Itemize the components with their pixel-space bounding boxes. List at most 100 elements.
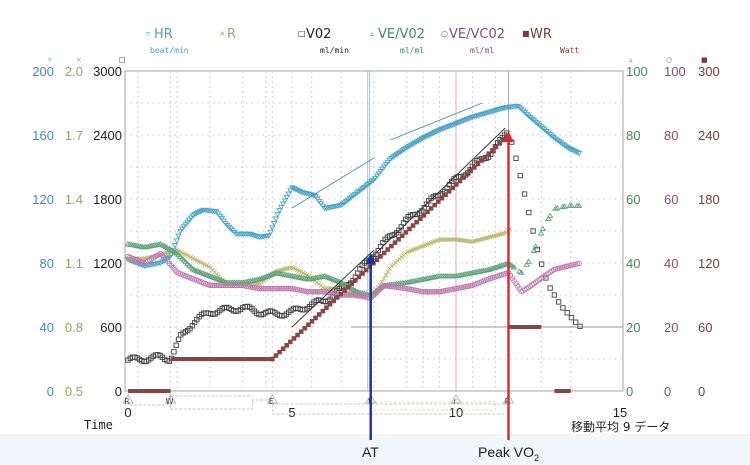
vo2-tick: 1200 (93, 256, 122, 271)
hr-tick: 160 (32, 128, 54, 143)
vevo2-tick: 100 (626, 64, 648, 79)
r-tick: 1.7 (65, 128, 83, 143)
legend-label: VE/V02 (378, 27, 425, 42)
phase-marker-icon (164, 394, 177, 404)
wr-tick: 300 (698, 64, 720, 79)
legend-label: HR (154, 27, 173, 42)
bottom-band (0, 434, 750, 465)
vo2-tick: 0 (115, 384, 122, 399)
phase-bracket (271, 400, 506, 415)
series-hr (124, 103, 583, 269)
hr-tick: 200 (32, 64, 54, 79)
legend-label: R (227, 27, 236, 42)
legend-item-wr: ■ WR Watt (522, 27, 579, 55)
hr-fit-line-2 (390, 102, 483, 141)
vo2-tick: 3000 (93, 64, 122, 79)
peak-vo2-label-sub: 2 (534, 452, 540, 463)
legend-unit: ml/ml (400, 46, 424, 55)
hr-tick: 80 (40, 256, 54, 271)
wr-tick: 60 (698, 320, 712, 335)
legend-unit: beat/min (150, 46, 189, 55)
vo2-fit-line (291, 249, 375, 328)
wr-tick: 120 (698, 256, 720, 271)
vevco2-tick: 80 (664, 128, 678, 143)
legend-marker-icon: ▵ (370, 29, 374, 38)
legend-item-ve-v02: ▵ VE/V02 ml/ml (370, 27, 425, 55)
x-tick: 0 (124, 405, 131, 420)
phase-markers: RWEtrR (122, 394, 515, 415)
hr-tick: 120 (32, 192, 54, 207)
peak-vo2-label: Peak VO2 (478, 444, 539, 463)
wr-tick: 240 (698, 128, 720, 143)
x-tick: 5 (288, 405, 295, 420)
axis-marker-icon: ▵ (629, 56, 633, 64)
phase-marker-label: W (166, 397, 174, 406)
at-arrowhead-icon (365, 253, 376, 264)
vevco2-tick: 0 (664, 384, 671, 399)
x-axis-title: Time (84, 418, 113, 432)
wr-tick: 180 (698, 192, 720, 207)
axis-marker-icon: ■ (701, 56, 708, 64)
legend-label: VE/VC02 (449, 27, 505, 42)
vo2-tick: 600 (100, 320, 122, 335)
vo2-tick: 1800 (93, 192, 122, 207)
x-axis-footnote: 移動平均 9 データ (571, 420, 671, 434)
axis-marker-icon: × (76, 56, 82, 64)
axis-marker-icon: ○ (666, 56, 672, 64)
legend-marker-icon: ■ (522, 29, 530, 38)
r-tick: 1.1 (65, 256, 83, 271)
legend-unit: Watt (560, 46, 579, 55)
legend-unit: ml/min (320, 46, 349, 55)
axis-marker-icon: □ (119, 56, 126, 64)
peak-vo2-label-main: Peak VO (478, 444, 535, 460)
peak-vo2-arrowhead-icon (503, 131, 514, 142)
legend-item-ve-vc02: ○ VE/VC02 ml/ml (441, 27, 505, 55)
legend-marker-icon: ▿ (146, 29, 150, 38)
at-label: AT (362, 444, 379, 460)
vevco2-tick: 60 (664, 192, 678, 207)
hr-tick: 40 (40, 320, 54, 335)
axis-marker-icon: ▿ (48, 56, 52, 64)
phase-bracket (127, 398, 171, 406)
legend-label: WR (530, 27, 552, 42)
vevco2-tick: 40 (664, 256, 678, 271)
vo2-tick: 2400 (93, 128, 122, 143)
legend-label: V02 (306, 27, 331, 42)
phase-marker-label: R (124, 397, 130, 406)
x-tick: 15 (613, 405, 627, 420)
vevo2-tick: 40 (626, 256, 640, 271)
series-layer (124, 102, 583, 393)
r-tick: 0.8 (65, 320, 83, 335)
phase-bracket (170, 395, 273, 410)
hr-tick: 0 (47, 384, 54, 399)
hr-fit-line (291, 157, 375, 209)
phase-marker-icon (450, 394, 462, 404)
grid (124, 70, 624, 392)
legend-marker-icon: ○ (441, 29, 448, 38)
legend-unit: ml/ml (470, 46, 494, 55)
vevo2-tick: 0 (626, 384, 633, 399)
legend-marker-icon: □ (298, 29, 306, 38)
phase-marker-label: r (453, 397, 457, 406)
legend-item-v02: □ V02 ml/min (298, 27, 349, 55)
legend-item-hr: ▿ HR beat/min (146, 27, 189, 55)
r-tick: 2.0 (65, 64, 83, 79)
wr-tick: 0 (698, 384, 705, 399)
phase-marker-label: E (269, 397, 274, 406)
vevo2-tick: 60 (626, 192, 640, 207)
vevco2-tick: 100 (664, 64, 686, 79)
annotations (365, 131, 514, 440)
r-tick: 0.5 (65, 384, 83, 399)
x-tick: 10 (449, 405, 463, 420)
series-wr (128, 134, 571, 393)
vevco2-tick: 20 (664, 320, 678, 335)
r-tick: 1.4 (65, 192, 83, 207)
vevo2-tick: 80 (626, 128, 640, 143)
series-ve-vco2 (125, 250, 582, 301)
vevo2-tick: 20 (626, 320, 640, 335)
legend-marker-icon: × (219, 29, 226, 38)
axes: 040801201602000.50.81.11.41.72.006001200… (32, 56, 719, 420)
vo2-fit-line-2 (370, 127, 506, 259)
